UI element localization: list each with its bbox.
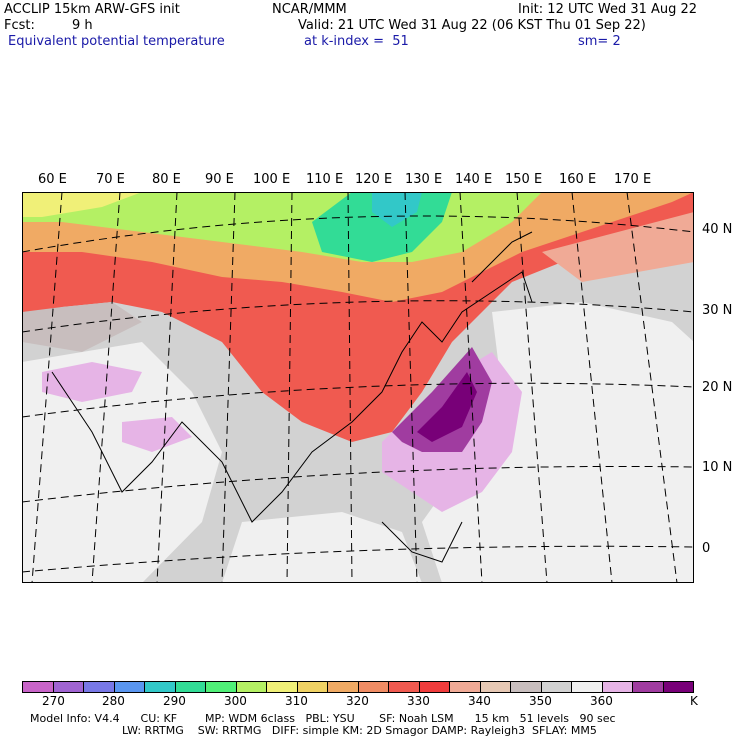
colorbar-swatch — [267, 682, 298, 692]
lon-label: 130 E — [405, 172, 443, 187]
colorbar-tick-label: 290 — [163, 694, 186, 708]
lon-label: 170 E — [614, 172, 652, 187]
colorbar-swatch — [663, 682, 693, 692]
colorbar-tick-label: 330 — [407, 694, 430, 708]
lat-label: 0 — [702, 541, 711, 556]
field-name: Equivalent potential temperature — [8, 34, 225, 49]
colorbar-swatch — [602, 682, 633, 692]
colorbar-swatch — [114, 682, 145, 692]
colorbar-swatch — [419, 682, 450, 692]
colorbar-tick-label: 280 — [102, 694, 125, 708]
fcst-value: 9 h — [72, 18, 93, 33]
colorbar-tick-label: K — [690, 694, 698, 708]
lon-label: 70 E — [96, 172, 125, 187]
colorbar-swatch — [145, 682, 176, 692]
valid-time: Valid: 21 UTC Wed 31 Aug 22 (06 KST Thu … — [298, 18, 646, 33]
colorbar-tick-label: 320 — [346, 694, 369, 708]
colorbar — [22, 681, 694, 693]
colorbar-tick-label: 360 — [590, 694, 613, 708]
lat-label: 40 N — [702, 222, 733, 237]
lat-label: 30 N — [702, 303, 733, 318]
init-time: Init: 12 UTC Wed 31 Aug 22 — [518, 2, 698, 17]
colorbar-tick-label: 350 — [529, 694, 552, 708]
colorbar-swatch — [541, 682, 572, 692]
colorbar-swatch — [480, 682, 511, 692]
source: NCAR/MMM — [272, 2, 347, 17]
colorbar-tick-label: 310 — [285, 694, 308, 708]
fcst-label: Fcst: — [4, 18, 35, 33]
title: ACCLIP 15km ARW-GFS init — [4, 2, 180, 17]
colorbar-swatch — [175, 682, 206, 692]
colorbar-swatch — [23, 682, 54, 692]
level-index: at k-index = 51 — [304, 34, 409, 49]
lat-label: 20 N — [702, 380, 733, 395]
lon-label: 60 E — [38, 172, 67, 187]
colorbar-swatch — [236, 682, 267, 692]
smoothing: sm= 2 — [578, 34, 621, 49]
colorbar-swatch — [511, 682, 542, 692]
colorbar-tick-label: 270 — [42, 694, 65, 708]
equivalent-potential-temperature-map — [22, 192, 694, 583]
colorbar-swatch — [633, 682, 664, 692]
colorbar-swatch — [297, 682, 328, 692]
lon-label: 90 E — [205, 172, 234, 187]
colorbar-swatch — [389, 682, 420, 692]
colorbar-tick-label: 300 — [224, 694, 247, 708]
lon-label: 150 E — [505, 172, 543, 187]
colorbar-swatch — [450, 682, 481, 692]
colorbar-swatch — [572, 682, 603, 692]
colorbar-swatch — [206, 682, 237, 692]
lon-label: 110 E — [306, 172, 344, 187]
colorbar-swatch — [358, 682, 389, 692]
lon-label: 120 E — [355, 172, 393, 187]
lat-label: 10 N — [702, 460, 733, 475]
lon-label: 100 E — [253, 172, 291, 187]
colorbar-tick-label: 340 — [468, 694, 491, 708]
model-info-line1: Model Info: V4.4 CU: KF MP: WDM 6class P… — [30, 712, 616, 725]
lon-label: 80 E — [152, 172, 181, 187]
colorbar-swatch — [84, 682, 115, 692]
model-info-line2: LW: RRTMG SW: RRTMG DIFF: simple KM: 2D … — [122, 724, 597, 737]
lon-label: 160 E — [559, 172, 597, 187]
lon-label: 140 E — [455, 172, 493, 187]
colorbar-swatch — [328, 682, 359, 692]
colorbar-swatch — [53, 682, 84, 692]
